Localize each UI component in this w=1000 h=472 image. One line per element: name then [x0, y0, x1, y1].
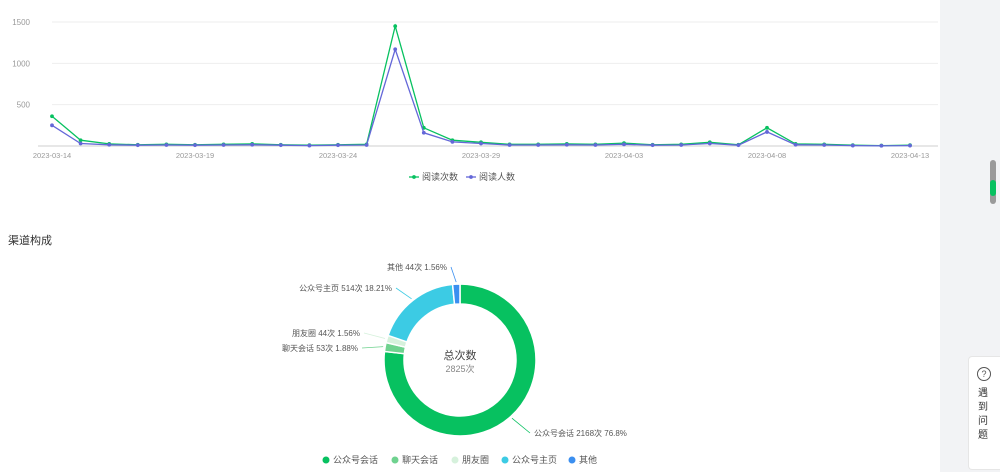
data-point [850, 143, 855, 148]
x-tick-label: 2023-03-29 [462, 151, 500, 160]
slice-label: 公众号会话 2168次 76.8% [534, 428, 627, 438]
slice-label: 其他 44次 1.56% [387, 262, 447, 272]
scrollbar-position-marker [990, 180, 996, 196]
data-point [793, 142, 798, 147]
data-point [278, 143, 283, 148]
legend-label: 其他 [579, 454, 597, 465]
data-point [107, 142, 112, 147]
legend-marker [391, 456, 399, 464]
legend-label: 阅读次数 [422, 171, 458, 182]
x-tick-label: 2023-03-24 [319, 151, 357, 160]
data-point [564, 142, 569, 147]
legend-marker [469, 175, 473, 179]
data-point [336, 143, 340, 148]
feedback-label: 遇到问题 [978, 388, 988, 441]
y-tick-label: 500 [17, 101, 31, 110]
legend-marker [322, 456, 330, 464]
data-point [536, 143, 541, 147]
legend-marker [501, 456, 509, 464]
y-tick-label: 1000 [12, 59, 30, 68]
data-point [765, 125, 769, 130]
label-leader-line [450, 266, 457, 283]
data-point [50, 114, 54, 119]
donut-slice [383, 283, 537, 437]
legend-marker [568, 456, 576, 464]
slice-label: 公众号主页 514次 18.21% [299, 283, 392, 293]
data-point [908, 143, 912, 148]
data-point [622, 142, 626, 147]
y-tick-label: 1500 [12, 18, 30, 27]
data-point [507, 143, 512, 147]
data-point [364, 143, 369, 147]
section-title: 渠道构成 [8, 235, 52, 247]
scrollbar[interactable] [990, 160, 996, 204]
data-point [450, 139, 455, 144]
legend-marker [451, 456, 459, 464]
legend-label: 阅读人数 [479, 171, 515, 182]
x-tick-label: 2023-04-08 [748, 151, 786, 160]
data-point [679, 143, 684, 147]
data-point [822, 143, 827, 147]
data-point [78, 138, 83, 143]
label-leader-line [361, 346, 384, 349]
help-icon: ? [977, 367, 991, 381]
x-tick-label: 2023-03-14 [33, 151, 71, 160]
slice-label: 朋友圈 44次 1.56% [292, 328, 360, 338]
legend-marker [412, 175, 416, 179]
donut-chart: 公众号会话 2168次 76.8% 聊天会话 53次 1.88% 朋友圈 44次 1… [282, 262, 627, 465]
legend-label: 公众号会话 [333, 454, 378, 465]
x-tick-label: 2023-04-03 [605, 151, 643, 160]
slice-label: 聊天会话 53次 1.88% [282, 343, 358, 353]
data-point [479, 141, 483, 146]
data-point [421, 130, 426, 135]
line-chart: 1500 1000 500 2023-03-14 2023-03-19 2023-03-2… [12, 18, 938, 182]
donut-center-label: 总次数 [444, 348, 477, 362]
legend-label: 朋友圈 [462, 454, 489, 465]
data-point [193, 143, 197, 148]
data-point [736, 143, 741, 148]
data-point [250, 142, 255, 147]
x-tick-label: 2023-03-19 [176, 151, 214, 160]
donut-slice [387, 283, 456, 343]
data-point [164, 143, 169, 147]
data-point [78, 141, 83, 146]
data-point [135, 143, 140, 148]
label-leader-line [363, 332, 386, 339]
data-point [707, 141, 712, 146]
data-point [393, 24, 398, 29]
label-leader-line [511, 417, 531, 434]
main-panel: 1500 1000 500 2023-03-14 2023-03-19 2023-03-2… [8, 18, 938, 465]
legend-label: 公众号主页 [512, 454, 557, 465]
x-tick-label: 2023-04-13 [891, 151, 929, 160]
legend-label: 聊天会话 [402, 454, 438, 465]
data-point [307, 143, 312, 148]
donut-center-value: 2825次 [445, 363, 474, 374]
donut-slice [451, 283, 461, 306]
label-leader-line [395, 287, 412, 300]
series-line-1 [51, 23, 911, 147]
feedback-button[interactable]: ? 遇到问题 [968, 356, 1000, 470]
data-point [221, 143, 226, 147]
data-point [593, 143, 598, 147]
data-point [650, 143, 655, 148]
data-point [50, 123, 54, 128]
data-point [879, 143, 884, 148]
data-point [393, 47, 398, 52]
data-point [765, 130, 769, 134]
